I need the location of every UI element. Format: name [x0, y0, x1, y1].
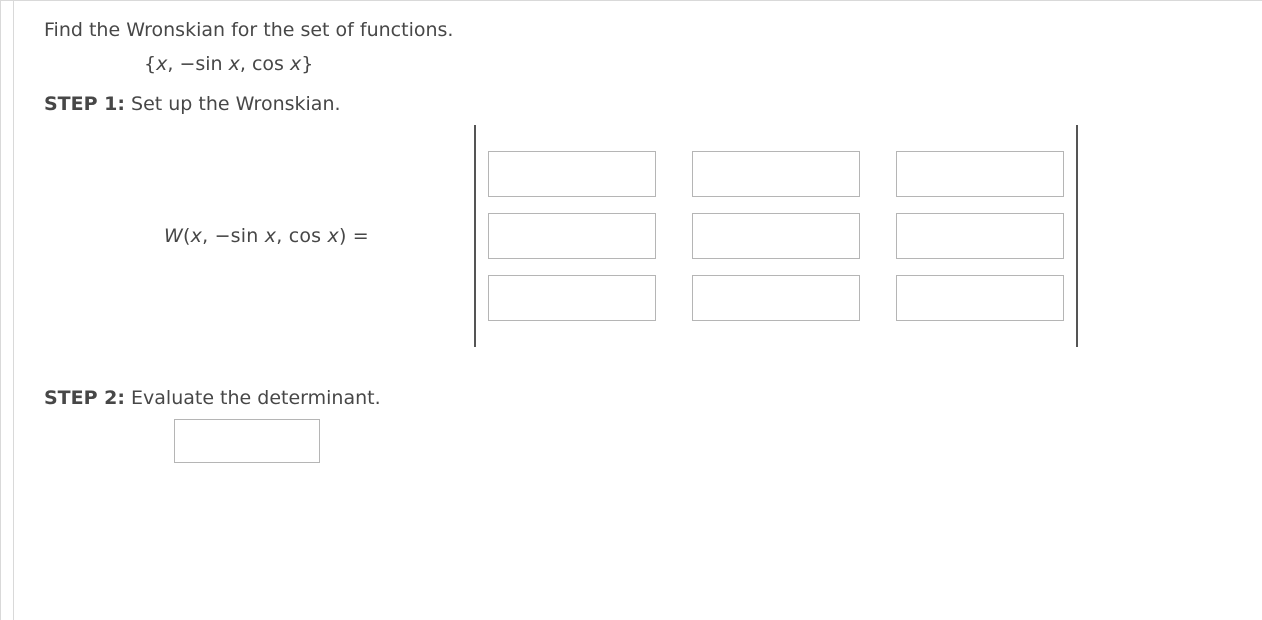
sep-1: ,: [167, 53, 179, 75]
step-1-line: STEP 1: Set up the Wronskian.: [44, 93, 1232, 115]
lhs-a3-var: x: [328, 225, 339, 247]
lhs-a2-neg: −sin: [215, 225, 265, 247]
lhs-open: (: [183, 225, 191, 247]
matrix-cell-1-2[interactable]: [692, 151, 860, 197]
lhs-a2-var: x: [265, 225, 276, 247]
matrix-row-1: [488, 151, 1064, 197]
determinant-bars: [474, 125, 1078, 347]
lhs-c1: ,: [202, 225, 214, 247]
matrix-cell-2-2[interactable]: [692, 213, 860, 259]
matrix-row-3: [488, 275, 1064, 321]
answer-wrap: [174, 419, 1232, 463]
func-2-neg: −sin: [179, 53, 228, 75]
matrix-cell-1-3[interactable]: [896, 151, 1064, 197]
func-2-var: x: [229, 53, 240, 75]
function-set: {x, −sin x, cos x}: [144, 53, 1232, 75]
matrix-cell-3-1[interactable]: [488, 275, 656, 321]
lhs-close: ) =: [339, 225, 369, 247]
matrix-cell-2-3[interactable]: [896, 213, 1064, 259]
step-1-text: Set up the Wronskian.: [125, 93, 341, 115]
page-container: Find the Wronskian for the set of functi…: [0, 0, 1262, 620]
lhs-a3: cos: [289, 225, 328, 247]
lhs-W: W: [164, 225, 183, 247]
func-3-var: x: [290, 53, 301, 75]
lhs-c2: ,: [276, 225, 288, 247]
matrix-cell-3-3[interactable]: [896, 275, 1064, 321]
matrix-cell-2-1[interactable]: [488, 213, 656, 259]
matrix-cell-3-2[interactable]: [692, 275, 860, 321]
lhs-a1: x: [191, 225, 202, 247]
matrix-row-2: [488, 213, 1064, 259]
func-3: cos: [252, 53, 290, 75]
step-2-line: STEP 2: Evaluate the determinant.: [44, 387, 1232, 409]
content-area: Find the Wronskian for the set of functi…: [13, 1, 1262, 620]
step-1-label: STEP 1:: [44, 93, 125, 115]
step-2-label: STEP 2:: [44, 387, 125, 409]
wronskian-lhs: W(x, −sin x, cos x) =: [44, 225, 474, 247]
brace-open: {: [144, 53, 156, 75]
matrix-cell-1-1[interactable]: [488, 151, 656, 197]
step-2-text: Evaluate the determinant.: [125, 387, 381, 409]
func-1: x: [156, 53, 167, 75]
step-2-block: STEP 2: Evaluate the determinant.: [44, 387, 1232, 463]
question-prompt: Find the Wronskian for the set of functi…: [44, 19, 1232, 41]
border-tick: [0, 0, 5, 1]
determinant-answer-input[interactable]: [174, 419, 320, 463]
brace-close: }: [301, 53, 313, 75]
wronskian-row: W(x, −sin x, cos x) =: [44, 125, 1232, 347]
sep-2: ,: [240, 53, 252, 75]
